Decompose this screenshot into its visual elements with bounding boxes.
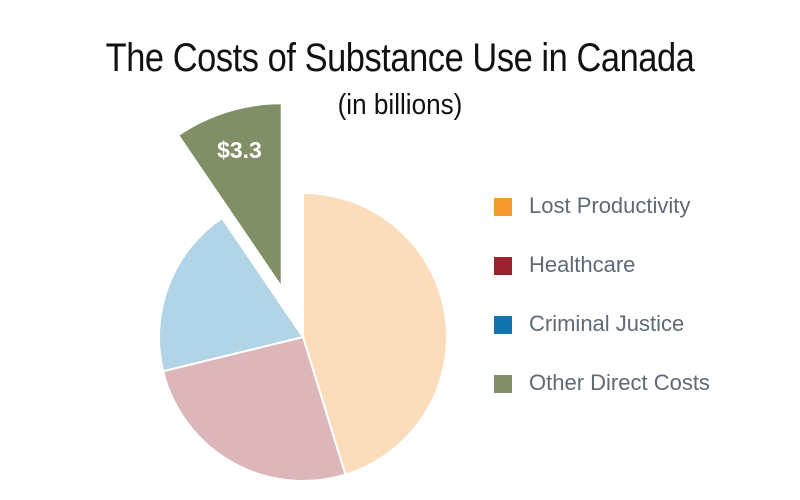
pie-slice-healthcare — [161, 335, 347, 482]
chart-title: The Costs of Substance Use in Canada — [105, 36, 695, 80]
pie-slice-value-label: $3.3 — [217, 137, 262, 163]
legend-item-criminal-justice: Criminal Justice — [494, 308, 794, 338]
legend-item-healthcare: Healthcare — [494, 249, 794, 279]
legend-swatch-healthcare — [494, 257, 512, 275]
legend-swatch-criminal-justice — [494, 316, 512, 334]
legend-item-other-direct-costs: Other Direct Costs — [494, 367, 794, 397]
legend-item-lost-productivity: Lost Productivity — [494, 190, 794, 220]
legend-label: Other Direct Costs — [529, 370, 710, 395]
pie-slice-criminal-justice — [158, 216, 305, 373]
pie-slice-other-direct-costs — [176, 102, 283, 291]
legend-label: Lost Productivity — [529, 193, 691, 218]
legend-label: Criminal Justice — [529, 311, 685, 336]
legend-label: Healthcare — [529, 252, 636, 277]
legend-swatch-other-direct-costs — [494, 375, 512, 393]
pie-slice-lost-productivity — [302, 191, 448, 476]
legend-swatch-lost-productivity — [494, 198, 512, 216]
chart-subtitle: (in billions) — [337, 89, 463, 121]
legend: Lost Productivity Healthcare Criminal Ju… — [494, 190, 794, 426]
